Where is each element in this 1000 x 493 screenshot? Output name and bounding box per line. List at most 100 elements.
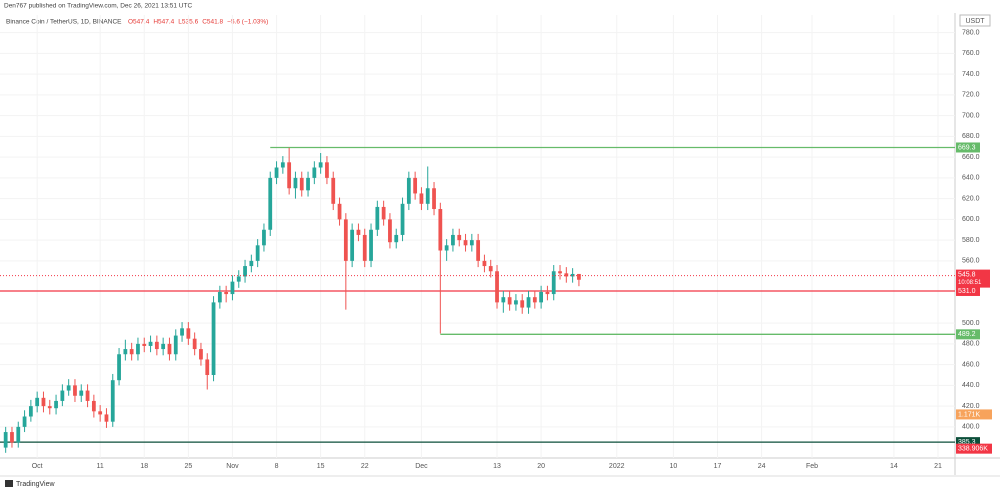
candle-body xyxy=(520,300,525,308)
x-tick-label: 14 xyxy=(890,463,898,470)
candle-body xyxy=(205,359,210,376)
y-tick-label: 560.0 xyxy=(962,258,980,265)
candle-body xyxy=(110,380,115,422)
candle-body xyxy=(249,260,254,267)
level-tag xyxy=(956,329,980,340)
candle-body xyxy=(41,397,46,407)
candle-body xyxy=(91,400,96,412)
y-tick-label: 440.0 xyxy=(962,382,980,389)
y-tick-label: 780.0 xyxy=(962,29,980,36)
candle-body xyxy=(507,297,512,305)
candle-body xyxy=(10,432,14,443)
candle-body xyxy=(362,234,367,261)
x-tick-label: 17 xyxy=(714,463,722,470)
candle-body xyxy=(469,240,474,246)
candle-body xyxy=(564,273,569,277)
y-tick-label: 700.0 xyxy=(962,112,980,119)
x-tick-label: 25 xyxy=(184,463,192,470)
candle-body xyxy=(167,343,172,355)
level-label: 489.2 xyxy=(958,331,976,338)
ohlc-value: O547.4 xyxy=(128,19,150,26)
y-tick-label: 620.0 xyxy=(962,195,980,202)
candle-body xyxy=(236,276,241,282)
candle-body xyxy=(495,271,499,303)
candle-body xyxy=(16,426,21,443)
candle-body xyxy=(306,177,310,191)
x-tick-label: Feb xyxy=(806,463,818,470)
candle-body xyxy=(413,177,418,194)
publisher: Den767 published on TradingView.com, Dec… xyxy=(4,3,192,10)
candle-body xyxy=(173,335,178,355)
candle-body xyxy=(501,297,506,303)
x-tick-label: 2022 xyxy=(609,463,625,470)
y-tick-label: 420.0 xyxy=(962,403,980,410)
ohlc-value: C541.8 xyxy=(202,19,223,26)
footer-brand: TradingView xyxy=(16,481,55,488)
candle-body xyxy=(142,343,147,346)
candle-body xyxy=(154,341,159,350)
candle-body xyxy=(274,167,279,178)
candle-body xyxy=(299,177,304,191)
candle-body xyxy=(211,302,216,376)
candle-body xyxy=(287,162,292,189)
candle-body xyxy=(217,292,222,303)
x-tick-label: 8 xyxy=(275,463,279,470)
candle-body xyxy=(375,206,380,230)
candle-body xyxy=(66,385,71,391)
candle-body xyxy=(356,229,361,235)
footer-logo xyxy=(5,480,13,487)
y-tick-label: 500.0 xyxy=(962,320,980,327)
candle-body xyxy=(79,390,84,396)
currency-box xyxy=(959,14,991,27)
volume-tag-label: 338.906K xyxy=(958,446,988,453)
level-tag xyxy=(956,437,980,448)
currency: USDT xyxy=(965,18,985,25)
y-tick-label: 740.0 xyxy=(962,71,980,78)
level-tag xyxy=(956,285,980,296)
candle-body xyxy=(262,229,266,246)
y-tick-label: 600.0 xyxy=(962,216,980,223)
level-tag xyxy=(956,142,980,153)
y-tick-label: 580.0 xyxy=(962,237,980,244)
candle-body xyxy=(73,385,77,396)
x-tick-label: 11 xyxy=(97,463,104,470)
level-label: 531.0 xyxy=(958,288,976,295)
y-tick-label: 680.0 xyxy=(962,133,980,140)
candle-body xyxy=(60,390,65,401)
candle-body xyxy=(117,354,121,381)
candle-body xyxy=(400,203,405,235)
candle-body xyxy=(570,273,575,277)
x-tick-label: 15 xyxy=(317,463,325,470)
price-tag xyxy=(956,269,990,288)
candle-body xyxy=(539,292,544,303)
candle-body xyxy=(318,162,323,168)
candle-body xyxy=(482,260,487,267)
candle-body xyxy=(180,328,184,336)
candle-body xyxy=(35,397,40,407)
candle-body xyxy=(337,203,342,220)
candle-body xyxy=(54,400,58,409)
candle-body xyxy=(425,188,430,204)
candle-body xyxy=(514,300,518,305)
candle-body xyxy=(369,229,373,261)
candle-body xyxy=(3,432,8,448)
candle-body xyxy=(293,177,298,189)
y-tick-label: 460.0 xyxy=(962,361,980,368)
candle-body xyxy=(545,292,550,295)
y-tick-label: 660.0 xyxy=(962,154,980,161)
countdown: 10:08:51 xyxy=(958,280,982,286)
volume-tag xyxy=(956,443,992,454)
x-tick-label: Dec xyxy=(415,463,428,470)
candle-body xyxy=(444,245,449,251)
candle-body xyxy=(123,349,128,355)
candle-body xyxy=(388,219,392,243)
candle-body xyxy=(381,206,386,220)
candle-body xyxy=(343,219,348,261)
candle-body xyxy=(129,349,134,355)
x-tick-label: 10 xyxy=(670,463,678,470)
candle-body xyxy=(85,390,90,401)
candle-body xyxy=(199,349,203,360)
x-tick-label: 22 xyxy=(361,463,369,470)
